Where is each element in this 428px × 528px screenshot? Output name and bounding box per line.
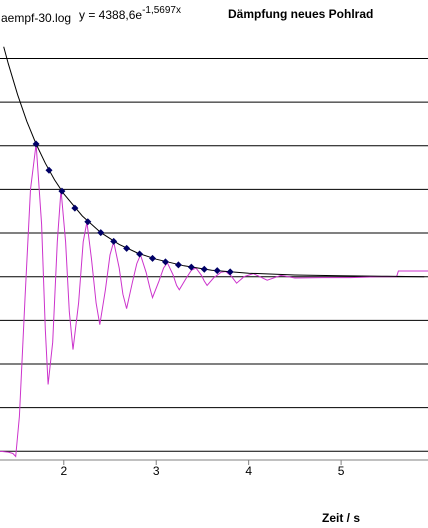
data-point xyxy=(187,263,195,271)
data-point xyxy=(45,166,53,174)
data-point xyxy=(110,237,118,245)
data-point xyxy=(97,229,105,237)
x-axis-label: Zeit / s xyxy=(322,511,360,525)
data-point xyxy=(149,254,157,262)
equation: y = 4388,6e-1,5697x xyxy=(79,5,181,22)
series-line xyxy=(3,46,425,278)
data-point xyxy=(123,244,131,252)
x-tick-label: 5 xyxy=(338,464,345,478)
series-line xyxy=(0,143,428,458)
data-point xyxy=(161,258,169,266)
x-tick-label: 2 xyxy=(60,464,67,478)
equation-exponent: -1,5697x xyxy=(142,5,181,16)
x-tick-label: 4 xyxy=(245,464,252,478)
equation-base: y = 4388,6e xyxy=(79,8,142,22)
data-point xyxy=(71,204,79,212)
chart-title: Dämpfung neues Pohlrad xyxy=(228,7,373,21)
data-point xyxy=(84,218,92,226)
data-point xyxy=(174,261,182,269)
x-tick-label: 3 xyxy=(153,464,160,478)
data-point xyxy=(213,267,221,275)
legend-entry: aempf-30.log xyxy=(1,11,71,25)
data-point xyxy=(136,250,144,258)
data-point xyxy=(200,265,208,273)
data-point xyxy=(32,140,40,148)
data-point xyxy=(226,268,234,276)
data-point xyxy=(58,187,66,195)
